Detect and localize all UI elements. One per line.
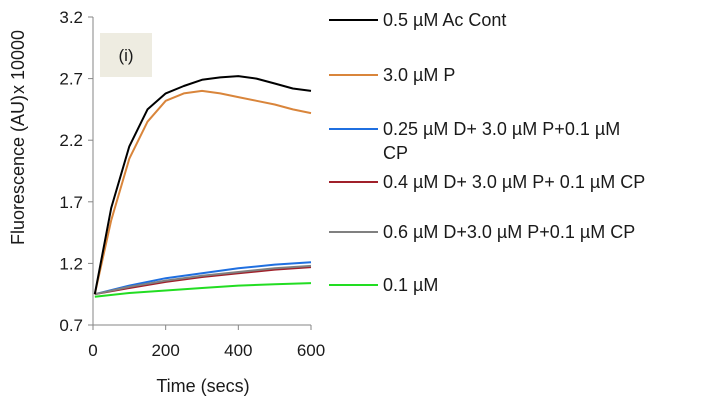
series-line-6 xyxy=(94,282,312,298)
y-tick-label: 3.2 xyxy=(59,8,83,27)
legend-label-1: 0.5 µM Ac Cont xyxy=(383,10,506,30)
y-tick-label: 1.2 xyxy=(59,254,83,273)
series-line-5 xyxy=(94,264,312,296)
x-axis-title: Time (secs) xyxy=(156,376,249,396)
x-tick-label: 200 xyxy=(151,341,179,360)
panel-label: (i) xyxy=(118,46,133,65)
series-layer xyxy=(93,75,312,298)
x-tick-label: 0 xyxy=(88,341,97,360)
x-tick-label: 400 xyxy=(224,341,252,360)
legend-label-2: 3.0 µM P xyxy=(383,65,455,85)
series-line-3 xyxy=(94,261,312,296)
legend: 0.5 µM Ac Cont 3.0 µM P 0.25 µM D+ 3.0 µM … xyxy=(329,10,645,295)
series-line-4 xyxy=(94,266,312,296)
legend-label-3: 0.25 µM D+ 3.0 µM P+0.1 µM CP xyxy=(383,119,620,163)
legend-label-5: 0.6 µM D+3.0 µM P+0.1 µM CP xyxy=(383,222,635,242)
y-tick-label: 0.7 xyxy=(59,316,83,335)
x-tick-label: 600 xyxy=(297,341,325,360)
legend-label-4: 0.4 µM D+ 3.0 µM P+ 0.1 µM CP xyxy=(383,172,645,192)
y-axis-title: Fluorescence (AU) xyxy=(8,95,28,245)
panel-label-box: (i) xyxy=(100,33,152,77)
y-axis-multiplier: x 10000 xyxy=(8,30,28,94)
y-tick-label: 1.7 xyxy=(59,193,83,212)
y-tick-label: 2.7 xyxy=(59,70,83,89)
series-line-1 xyxy=(93,75,312,295)
axes: 0.7 1.2 1.7 2.2 2.7 3.2 0 200 400 600 xyxy=(59,8,325,360)
y-tick-label: 2.2 xyxy=(59,131,83,150)
series-line-2 xyxy=(93,89,312,295)
legend-label-6: 0.1 µM xyxy=(383,275,438,295)
